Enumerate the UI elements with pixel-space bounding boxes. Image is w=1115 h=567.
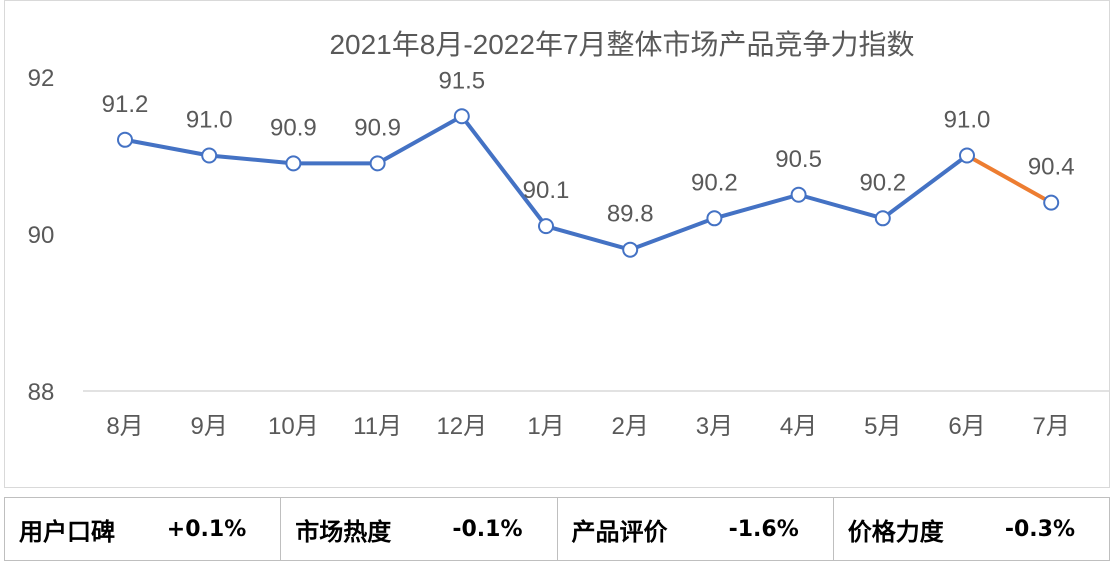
line-chart: 2021年8月-2022年7月整体市场产品竞争力指数 88 90 92 91.2 91.…	[28, 29, 1109, 440]
summary-label: 产品评价	[571, 517, 668, 546]
summary-label: 价格力度	[847, 517, 944, 546]
data-point	[201, 147, 218, 164]
summary-label: 用户口碑	[19, 517, 115, 546]
data-label: 91.2	[102, 91, 149, 118]
summary-bar: 用户口碑 +0.1% 市场热度 -0.1% 产品评价 -1.6% 价格力度 -0…	[4, 497, 1110, 561]
summary-item: 市场热度 -0.1%	[281, 498, 558, 560]
summary-value: +0.1%	[166, 516, 247, 542]
data-point	[453, 108, 470, 125]
data-point	[959, 147, 975, 164]
data-label: 90.9	[354, 114, 401, 141]
x-tick-label: 9月	[191, 413, 228, 440]
data-point	[369, 155, 386, 172]
x-tick-label: 2月	[612, 413, 649, 440]
x-tick-label: 7月	[1033, 413, 1070, 440]
y-tick-label: 88	[28, 379, 55, 406]
series-line-last-segment	[965, 153, 1054, 205]
data-label: 90.2	[691, 169, 738, 196]
x-tick-label: 8月	[106, 413, 143, 440]
data-label: 90.4	[1028, 154, 1075, 181]
data-point	[706, 210, 723, 227]
data-label: 91.5	[438, 67, 485, 94]
y-tick-label: 92	[28, 65, 55, 92]
data-point	[1043, 194, 1060, 211]
x-tick-label: 3月	[696, 413, 733, 440]
summary-item: 价格力度 -0.3%	[834, 498, 1109, 560]
y-tick-label: 90	[28, 222, 55, 249]
x-tick-label: 11月	[353, 413, 402, 440]
data-point	[622, 241, 639, 258]
data-label: 90.2	[859, 169, 906, 196]
chart-title: 2021年8月-2022年7月整体市场产品竞争力指数	[329, 29, 914, 60]
summary-value: -0.1%	[452, 516, 523, 542]
data-point	[874, 210, 891, 227]
data-label: 91.0	[186, 107, 233, 134]
x-tick-label: 4月	[780, 413, 817, 440]
data-label: 90.5	[775, 146, 822, 173]
x-tick-label: 1月	[527, 413, 564, 440]
x-tick-label: 10月	[268, 413, 319, 440]
data-label: 90.1	[523, 177, 570, 204]
x-tick-label: 5月	[864, 413, 901, 440]
data-point	[790, 186, 807, 203]
summary-label: 市场热度	[295, 517, 392, 546]
x-tick-label: 6月	[948, 413, 985, 440]
data-point	[117, 131, 133, 148]
summary-value: -1.6%	[728, 516, 799, 542]
data-label: 91.0	[944, 107, 991, 134]
summary-item: 用户口碑 +0.1%	[5, 498, 282, 560]
data-label: 89.8	[607, 201, 654, 228]
data-label: 90.9	[270, 114, 317, 141]
summary-item: 产品评价 -1.6%	[558, 498, 834, 560]
summary-value: -0.3%	[1004, 516, 1075, 542]
data-point	[538, 218, 554, 235]
data-point	[285, 155, 302, 172]
chart-area: 2021年8月-2022年7月整体市场产品竞争力指数 88 90 92 91.2 91.…	[4, 0, 1110, 488]
x-tick-label: 12月	[436, 413, 487, 440]
